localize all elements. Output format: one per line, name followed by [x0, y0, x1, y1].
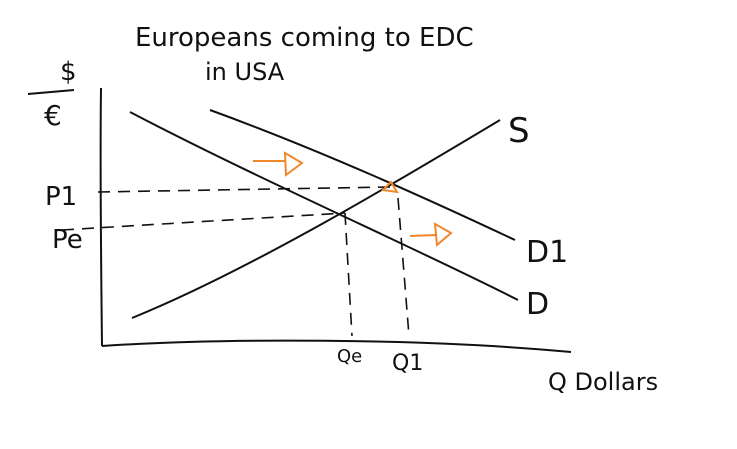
- new-equilibrium-marker: [380, 180, 399, 194]
- y-axis-label-bottom: €: [44, 99, 62, 132]
- quantity-q1-label: Q1: [392, 351, 423, 376]
- price-pe-dashed-line: [61, 212, 346, 231]
- y-axis-label-fraction-bar: [27, 89, 75, 95]
- title-line-1: Europeans coming to EDC: [135, 23, 474, 53]
- x-axis-label: Q Dollars: [548, 368, 658, 396]
- demand-shifted-curve-label: D1: [526, 235, 568, 270]
- quantity-qe-label: Qe: [337, 346, 362, 367]
- price-pe-label: Pe: [52, 225, 83, 255]
- demand-curve-label: D: [526, 287, 549, 322]
- title-line-2: in USA: [205, 58, 285, 86]
- shift-arrow-bottom-head: [433, 222, 453, 248]
- shift-arrow-top: [253, 151, 304, 177]
- y-axis-line: [99, 87, 103, 347]
- supply-curve: [131, 119, 501, 319]
- shift-arrow-bottom-shaft: [409, 234, 437, 237]
- x-axis-line: [101, 339, 572, 353]
- price-p1-label: P1: [45, 182, 77, 212]
- demand-curve: [129, 111, 519, 301]
- y-axis-label-top: $: [60, 57, 77, 87]
- demand-shifted-curve: [209, 109, 516, 241]
- price-p1-dashed-line: [97, 186, 391, 193]
- shift-arrow-bottom: [409, 222, 453, 248]
- shift-arrow-top-head: [283, 151, 304, 177]
- quantity-q1-dashed-line: [397, 197, 410, 337]
- quantity-qe-dashed-line: [344, 212, 353, 337]
- supply-curve-label: S: [508, 111, 530, 151]
